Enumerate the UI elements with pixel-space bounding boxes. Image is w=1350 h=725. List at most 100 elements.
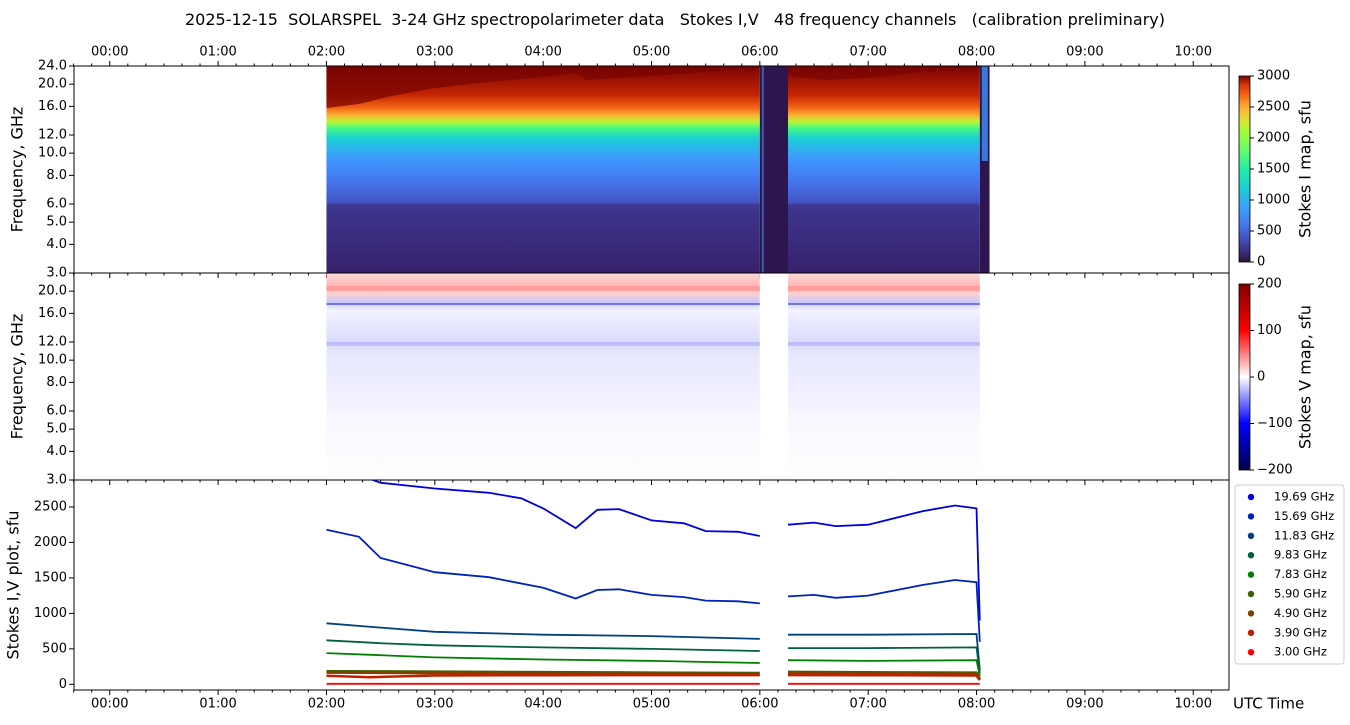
y-tick-label: 24.0 xyxy=(38,59,67,74)
x-tick-label: 00:00 xyxy=(91,697,128,712)
stokes-v-data-block-2 xyxy=(788,273,980,480)
legend-marker xyxy=(1247,590,1255,598)
colorbar-stokes-v-map xyxy=(1238,283,1251,471)
legend-marker xyxy=(1247,571,1255,578)
legend-label: 7.83 GHz xyxy=(1274,567,1327,581)
stokes-i-high-band-2 xyxy=(788,66,977,80)
stokes-i-data-block-2 xyxy=(788,66,980,273)
x-tick-label: 05:00 xyxy=(633,45,670,60)
x-tick-label: 01:00 xyxy=(199,45,236,60)
x-tick-label: 02:00 xyxy=(308,697,345,712)
y-tick-label: 0 xyxy=(59,677,67,692)
colorbar-tick-label: 100 xyxy=(1257,323,1282,338)
x-tick-label: 08:00 xyxy=(958,45,995,60)
y-tick-label: 4.0 xyxy=(46,237,67,252)
stokes-i-gap-2 xyxy=(979,66,990,273)
series-line-3-90-GHz xyxy=(326,673,760,679)
stokes-i-gap-edge xyxy=(761,66,764,273)
legend-marker xyxy=(1247,610,1255,617)
series-line-9-83-GHz xyxy=(788,646,981,674)
series-line-7-83-GHz xyxy=(326,652,760,664)
legend-box xyxy=(1234,484,1345,665)
colorbar-tick-label: 0 xyxy=(1257,255,1265,270)
legend-marker xyxy=(1247,513,1255,520)
y-tick-label: 12.0 xyxy=(38,335,67,350)
stokes-v-gap-1 xyxy=(759,273,789,480)
legend-label: 11.83 GHz xyxy=(1274,528,1334,542)
y-tick-label: 3.0 xyxy=(46,266,67,281)
series-line-9-83-GHz xyxy=(326,639,760,652)
legend-marker xyxy=(1247,493,1255,501)
colorbar-tick-label: −200 xyxy=(1257,463,1293,478)
y-tick-label: 2500 xyxy=(34,499,67,514)
y-tick-label: 6.0 xyxy=(46,197,67,212)
x-tick-label: 01:00 xyxy=(199,697,236,712)
y-tick-label: 5.0 xyxy=(46,422,67,437)
series-line-7-83-GHz xyxy=(787,659,981,676)
x-tick-label: 06:00 xyxy=(741,697,778,712)
legend-marker xyxy=(1247,552,1255,559)
y-tick-label: 8.0 xyxy=(46,168,67,183)
x-tick-label: 10:00 xyxy=(1175,697,1212,712)
colorbar-tick-label: −100 xyxy=(1257,416,1293,431)
x-tick-label: 07:00 xyxy=(849,697,886,712)
legend-marker xyxy=(1247,532,1255,539)
colorbar-tick-label: 0 xyxy=(1257,370,1265,385)
y-tick-label: 8.0 xyxy=(46,375,67,390)
series-line-19-69-GHz xyxy=(370,480,760,537)
colorbar-tick-label: 2000 xyxy=(1257,131,1290,146)
colorbar-label: Stokes I map, sfu xyxy=(1296,100,1315,238)
colorbar-label: Stokes V map, sfu xyxy=(1296,305,1315,449)
x-axis-label: UTC Time xyxy=(1233,695,1304,713)
y-tick-label: 16.0 xyxy=(38,99,67,114)
stokes-v-panel: 3.0 4.0 5.0 6.0 8.0 10.0 12.0 16.0 20.0 Frequency… xyxy=(8,272,1230,488)
series-line-3-90-GHz xyxy=(787,673,981,681)
legend-label: 3.90 GHz xyxy=(1274,625,1327,639)
legend: 19.69 GHz 15.69 GHz 11.83 GHz 9.83 GHz 7.83 … xyxy=(1234,484,1345,665)
y-axis-label: Frequency, GHz xyxy=(8,314,27,440)
legend-label: 15.69 GHz xyxy=(1274,509,1334,523)
legend-label: 5.90 GHz xyxy=(1274,587,1327,601)
x-tick-label: 04:00 xyxy=(524,697,561,712)
series-line-11-83-GHz xyxy=(326,622,760,640)
y-axis-label: Stokes I,V plot, sfu xyxy=(4,511,23,660)
x-tick-label: 09:00 xyxy=(1066,697,1103,712)
y-tick-label: 10.0 xyxy=(38,146,67,161)
series-line-11-83-GHz xyxy=(788,633,981,671)
y-tick-label: 1000 xyxy=(34,606,67,621)
y-tick-label: 1500 xyxy=(34,570,67,585)
colorbar-stokes-i-map xyxy=(1238,75,1251,263)
y-tick-label: 20.0 xyxy=(38,77,67,92)
stokes-i-high-band xyxy=(326,66,760,108)
colorbar-tick-label: 500 xyxy=(1257,224,1282,239)
stokes-v-data-block-1 xyxy=(326,273,760,480)
y-tick-label: 20.0 xyxy=(38,284,67,299)
x-tick-label: 09:00 xyxy=(1066,45,1103,60)
stokes-i-gap-2-edge xyxy=(981,66,988,161)
x-tick-label: 02:00 xyxy=(308,45,345,60)
x-tick-label: 05:00 xyxy=(633,697,670,712)
stokes-i-gap-1 xyxy=(759,66,789,273)
y-tick-label: 16.0 xyxy=(38,306,67,321)
y-tick-label: 500 xyxy=(42,641,67,656)
colorbar-tick-label: 200 xyxy=(1257,277,1282,292)
y-tick-label: 4.0 xyxy=(46,444,67,459)
x-tick-label: 00:00 xyxy=(91,45,128,60)
series-line-4-90-GHz xyxy=(326,671,760,676)
panel-frame xyxy=(73,479,1230,691)
colorbar-tick-label: 3000 xyxy=(1257,69,1290,84)
stokes-i-data-block-1 xyxy=(326,66,760,273)
x-tick-label: 06:00 xyxy=(741,45,778,60)
legend-marker xyxy=(1247,629,1255,636)
series-line-19-69-GHz xyxy=(787,504,981,621)
colorbar-tick-label: 1000 xyxy=(1257,193,1290,208)
stokes-v-blue-band xyxy=(326,342,980,346)
legend-marker xyxy=(1247,649,1255,656)
y-axis-label: Frequency, GHz xyxy=(8,107,27,233)
figure-title: 2025-12-15 SOLARSPEL 3-24 GHz spectropol… xyxy=(185,10,1165,29)
legend-label: 4.90 GHz xyxy=(1274,606,1327,620)
legend-label: 19.69 GHz xyxy=(1274,490,1334,504)
x-tick-label: 10:00 xyxy=(1175,45,1212,60)
colorbar-tick-label: 1500 xyxy=(1257,162,1290,177)
x-tick-label: 03:00 xyxy=(416,697,453,712)
